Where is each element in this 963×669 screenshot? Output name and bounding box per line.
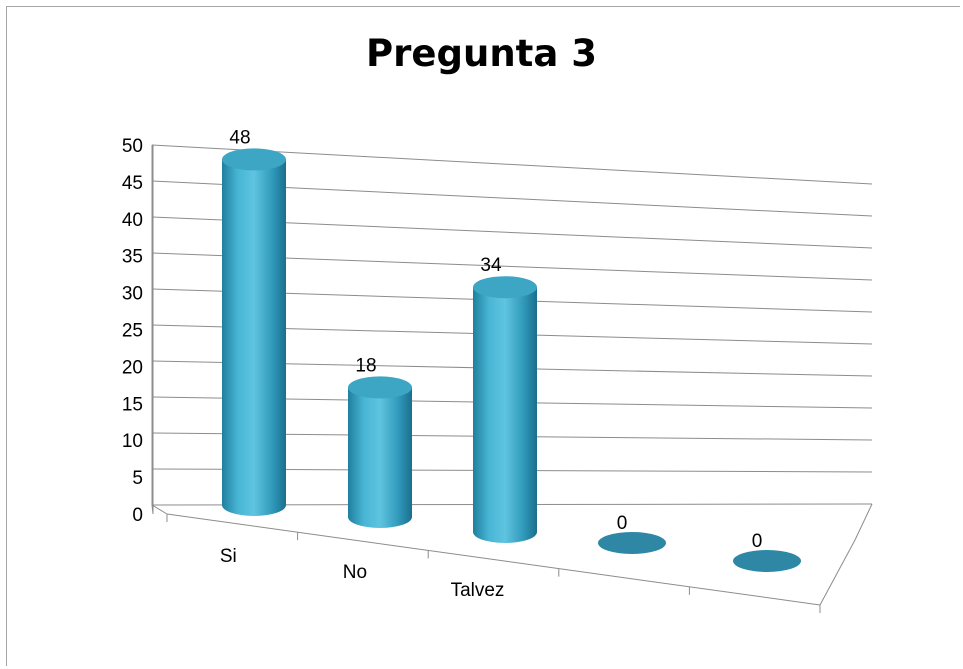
x-category-label: Talvez xyxy=(451,580,505,601)
y-tick-label: 0 xyxy=(132,505,143,526)
data-label: 0 xyxy=(617,513,628,534)
x-category-label: Si xyxy=(220,546,237,567)
y-tick-label: 15 xyxy=(122,394,143,415)
data-label: 34 xyxy=(480,255,502,276)
y-tick-label: 10 xyxy=(122,431,143,452)
floor-right-edge xyxy=(819,539,856,606)
y-tick-label: 35 xyxy=(122,247,143,268)
bar-empty-4 xyxy=(733,550,801,572)
floor-left-edge xyxy=(151,504,168,515)
x-axis-line xyxy=(166,513,821,606)
bar-top xyxy=(348,376,412,399)
bar-base xyxy=(733,550,801,572)
bar-body xyxy=(348,387,412,528)
y-tick-label: 5 xyxy=(132,468,143,489)
y-tick-label: 25 xyxy=(122,321,143,342)
data-label: 18 xyxy=(355,355,376,376)
y-tick-label: 50 xyxy=(122,136,143,157)
bar-body xyxy=(473,287,537,543)
x-category-label: No xyxy=(343,562,367,583)
chart-title: Pregunta 3 xyxy=(366,32,597,75)
y-tick-label: 20 xyxy=(122,357,143,378)
y-tick-label: 30 xyxy=(122,284,143,305)
data-label: 0 xyxy=(752,531,763,552)
data-label: 48 xyxy=(229,127,250,148)
bar-body xyxy=(222,159,286,516)
y-tick-label: 45 xyxy=(122,173,143,194)
bar-top xyxy=(222,148,286,171)
bar-base xyxy=(598,532,666,554)
y-tick-label: 40 xyxy=(122,210,143,231)
bar-empty-3 xyxy=(598,532,666,554)
bar-No xyxy=(348,376,412,528)
bar-Si xyxy=(222,148,286,516)
bar-top xyxy=(473,276,537,299)
bar-Talvez xyxy=(473,276,537,543)
floor-back-right-edge xyxy=(854,503,873,541)
